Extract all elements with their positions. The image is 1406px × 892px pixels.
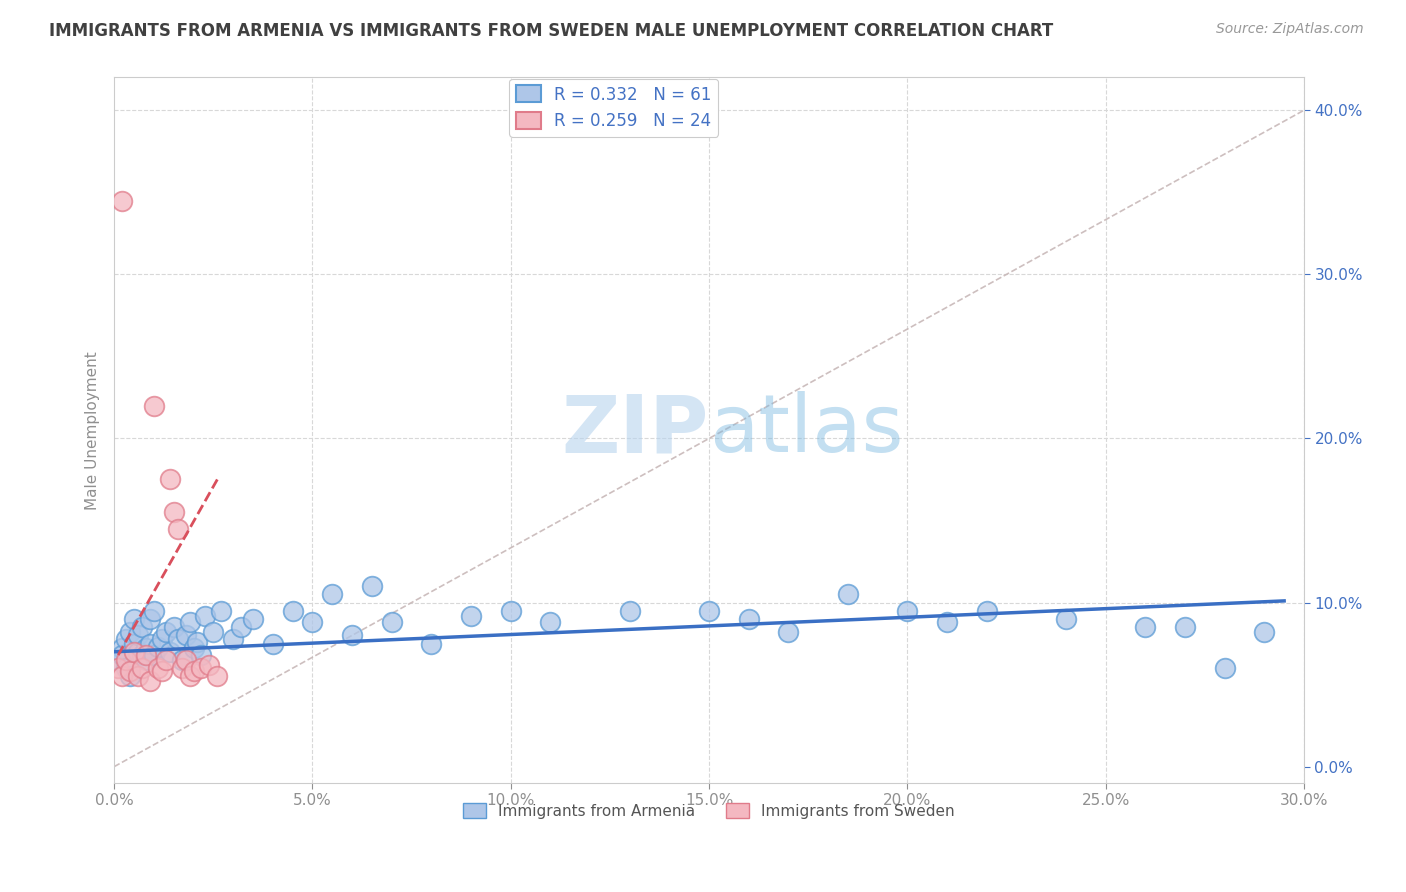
Point bbox=[340, 628, 363, 642]
Text: atlas: atlas bbox=[709, 392, 904, 469]
Point bbox=[115, 661, 138, 675]
Point bbox=[142, 648, 165, 662]
Point bbox=[202, 625, 225, 640]
Point bbox=[222, 632, 245, 646]
Point bbox=[1174, 620, 1197, 634]
Point bbox=[321, 587, 343, 601]
Point bbox=[198, 657, 221, 672]
Point bbox=[976, 604, 998, 618]
Point bbox=[183, 665, 205, 679]
Point bbox=[896, 604, 918, 618]
Point bbox=[139, 674, 162, 689]
Point bbox=[170, 653, 193, 667]
Text: Source: ZipAtlas.com: Source: ZipAtlas.com bbox=[1216, 22, 1364, 37]
Text: ZIP: ZIP bbox=[562, 392, 709, 469]
Point bbox=[131, 661, 153, 675]
Point bbox=[837, 587, 859, 601]
Y-axis label: Male Unemployment: Male Unemployment bbox=[86, 351, 100, 509]
Point bbox=[381, 615, 404, 630]
Point bbox=[697, 604, 720, 618]
Point bbox=[301, 615, 323, 630]
Point bbox=[115, 632, 138, 646]
Point bbox=[207, 669, 229, 683]
Point bbox=[163, 505, 186, 519]
Point bbox=[122, 636, 145, 650]
Point bbox=[111, 194, 134, 208]
Point bbox=[150, 665, 173, 679]
Point bbox=[135, 648, 157, 662]
Point bbox=[118, 625, 141, 640]
Point bbox=[1253, 625, 1275, 640]
Point bbox=[361, 579, 384, 593]
Text: IMMIGRANTS FROM ARMENIA VS IMMIGRANTS FROM SWEDEN MALE UNEMPLOYMENT CORRELATION : IMMIGRANTS FROM ARMENIA VS IMMIGRANTS FR… bbox=[49, 22, 1053, 40]
Point bbox=[538, 615, 561, 630]
Point bbox=[159, 645, 181, 659]
Point bbox=[118, 665, 141, 679]
Point bbox=[166, 522, 188, 536]
Point bbox=[127, 645, 149, 659]
Point bbox=[179, 669, 201, 683]
Point bbox=[111, 669, 134, 683]
Point bbox=[209, 604, 232, 618]
Point bbox=[174, 653, 197, 667]
Point bbox=[174, 628, 197, 642]
Point bbox=[131, 620, 153, 634]
Point bbox=[778, 625, 800, 640]
Point bbox=[166, 632, 188, 646]
Point bbox=[420, 636, 443, 650]
Point bbox=[107, 653, 129, 667]
Point bbox=[150, 632, 173, 646]
Point bbox=[139, 636, 162, 650]
Point bbox=[118, 669, 141, 683]
Point bbox=[1135, 620, 1157, 634]
Point bbox=[155, 653, 177, 667]
Point bbox=[242, 612, 264, 626]
Point bbox=[163, 620, 186, 634]
Point bbox=[179, 615, 201, 630]
Point bbox=[155, 625, 177, 640]
Point bbox=[122, 645, 145, 659]
Point bbox=[146, 640, 169, 654]
Point bbox=[131, 648, 153, 662]
Point bbox=[229, 620, 252, 634]
Point bbox=[460, 608, 482, 623]
Point bbox=[1054, 612, 1077, 626]
Point bbox=[281, 604, 304, 618]
Point bbox=[107, 661, 129, 675]
Point bbox=[142, 604, 165, 618]
Point bbox=[183, 641, 205, 656]
Point bbox=[127, 669, 149, 683]
Point bbox=[135, 641, 157, 656]
Point bbox=[262, 636, 284, 650]
Point bbox=[619, 604, 641, 618]
Point bbox=[738, 612, 761, 626]
Point bbox=[194, 608, 217, 623]
Point bbox=[111, 641, 134, 656]
Point bbox=[190, 661, 212, 675]
Legend: Immigrants from Armenia, Immigrants from Sweden: Immigrants from Armenia, Immigrants from… bbox=[457, 797, 960, 825]
Point bbox=[936, 615, 959, 630]
Point bbox=[159, 473, 181, 487]
Point bbox=[190, 648, 212, 662]
Point bbox=[142, 399, 165, 413]
Point bbox=[146, 661, 169, 675]
Point bbox=[111, 648, 134, 662]
Point bbox=[499, 604, 522, 618]
Point bbox=[115, 653, 138, 667]
Point bbox=[170, 661, 193, 675]
Point bbox=[139, 612, 162, 626]
Point bbox=[186, 635, 208, 649]
Point bbox=[122, 612, 145, 626]
Point bbox=[1213, 661, 1236, 675]
Point bbox=[127, 628, 149, 642]
Point bbox=[135, 653, 157, 667]
